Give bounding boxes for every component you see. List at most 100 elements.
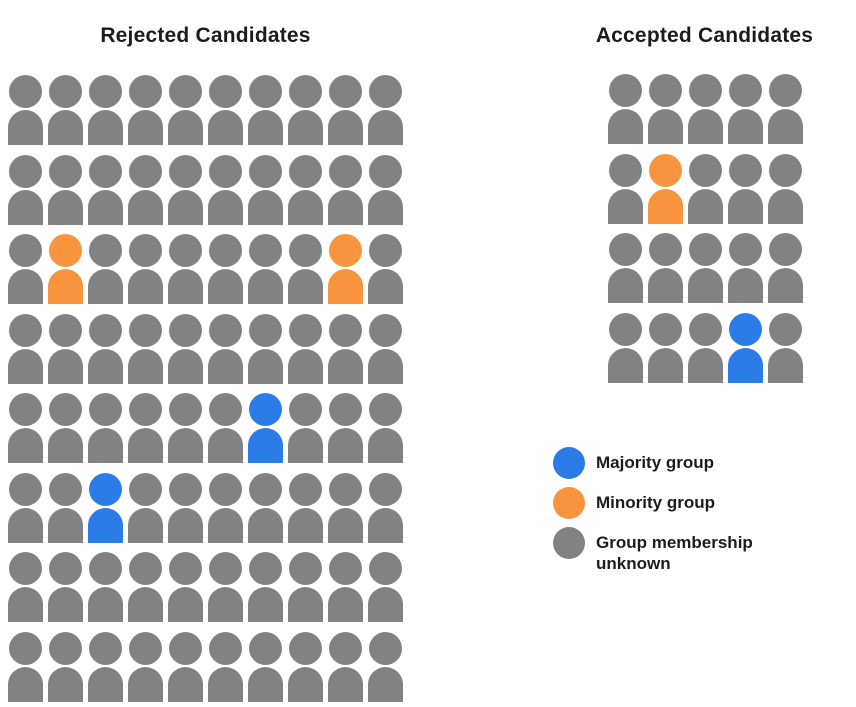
person-icon-rejected-r3c10-unknown bbox=[368, 234, 403, 304]
person-head bbox=[289, 393, 322, 426]
person-torso bbox=[688, 347, 723, 383]
person-head bbox=[209, 472, 242, 506]
person-icon-accepted-r3c5-unknown bbox=[768, 233, 803, 303]
person-icon-accepted-r4c2-unknown bbox=[648, 312, 683, 383]
person-head bbox=[129, 313, 162, 347]
person-torso bbox=[208, 269, 243, 304]
person-head bbox=[609, 233, 642, 266]
person-head bbox=[689, 233, 722, 266]
person-icon-accepted-r2c2-minority bbox=[648, 153, 683, 224]
person-torso bbox=[128, 348, 163, 384]
person-torso bbox=[248, 110, 283, 145]
person-head bbox=[249, 154, 282, 188]
person-head bbox=[209, 552, 242, 585]
person-icon-accepted-r3c2-unknown bbox=[648, 233, 683, 303]
person-head bbox=[49, 313, 82, 347]
person-icon-rejected-r1c3-unknown bbox=[88, 75, 123, 145]
person-icon-rejected-r5c4-unknown bbox=[128, 393, 163, 463]
person-head bbox=[129, 393, 162, 426]
person-icon-rejected-r3c2-minority bbox=[48, 234, 83, 304]
person-icon-rejected-r7c4-unknown bbox=[128, 552, 163, 622]
person-head bbox=[249, 393, 282, 426]
person-head bbox=[329, 313, 362, 347]
person-torso bbox=[368, 587, 403, 622]
person-torso bbox=[768, 188, 803, 224]
person-head bbox=[89, 234, 122, 267]
person-icon-accepted-r1c3-unknown bbox=[688, 74, 723, 144]
person-torso bbox=[88, 269, 123, 304]
person-torso bbox=[288, 189, 323, 225]
person-icon-accepted-r2c4-unknown bbox=[728, 153, 763, 224]
person-torso bbox=[8, 587, 43, 622]
person-icon-rejected-r3c7-unknown bbox=[248, 234, 283, 304]
person-icon-rejected-r5c6-unknown bbox=[208, 393, 243, 463]
person-torso bbox=[248, 428, 283, 463]
person-head bbox=[169, 154, 202, 188]
person-icon-rejected-r2c9-unknown bbox=[328, 154, 363, 225]
person-icon-rejected-r8c5-unknown bbox=[168, 631, 203, 702]
person-icon-rejected-r2c10-unknown bbox=[368, 154, 403, 225]
person-head bbox=[249, 75, 282, 108]
person-head bbox=[89, 631, 122, 665]
person-torso bbox=[168, 269, 203, 304]
person-torso bbox=[368, 348, 403, 384]
person-icon-rejected-r6c3-majority bbox=[88, 472, 123, 543]
person-icon-rejected-r1c9-unknown bbox=[328, 75, 363, 145]
person-torso bbox=[8, 507, 43, 543]
person-icon-rejected-r8c6-unknown bbox=[208, 631, 243, 702]
person-icon-rejected-r3c9-minority bbox=[328, 234, 363, 304]
person-icon-rejected-r1c5-unknown bbox=[168, 75, 203, 145]
person-torso bbox=[328, 428, 363, 463]
person-icon-rejected-r6c10-unknown bbox=[368, 472, 403, 543]
person-icon-accepted-r2c3-unknown bbox=[688, 153, 723, 224]
person-head bbox=[249, 313, 282, 347]
person-torso bbox=[48, 110, 83, 145]
person-icon-rejected-r8c3-unknown bbox=[88, 631, 123, 702]
person-icon-rejected-r7c6-unknown bbox=[208, 552, 243, 622]
person-icon-rejected-r3c4-unknown bbox=[128, 234, 163, 304]
person-torso bbox=[648, 188, 683, 224]
person-icon-rejected-r5c3-unknown bbox=[88, 393, 123, 463]
person-head bbox=[729, 233, 762, 266]
person-icon-rejected-r8c7-unknown bbox=[248, 631, 283, 702]
person-torso bbox=[368, 269, 403, 304]
person-torso bbox=[328, 507, 363, 543]
person-torso bbox=[88, 428, 123, 463]
person-torso bbox=[8, 110, 43, 145]
person-torso bbox=[48, 189, 83, 225]
person-icon-accepted-r3c3-unknown bbox=[688, 233, 723, 303]
person-head bbox=[369, 472, 402, 506]
person-torso bbox=[248, 507, 283, 543]
person-torso bbox=[88, 110, 123, 145]
legend-item-minority: Minority group bbox=[553, 487, 771, 519]
person-icon-rejected-r5c5-unknown bbox=[168, 393, 203, 463]
person-torso bbox=[608, 347, 643, 383]
person-head bbox=[89, 472, 122, 506]
person-head bbox=[369, 393, 402, 426]
accepted-candidates-title: Accepted Candidates bbox=[595, 24, 814, 47]
person-head bbox=[169, 631, 202, 665]
person-head bbox=[209, 313, 242, 347]
person-head bbox=[329, 154, 362, 188]
legend-item-majority: Majority group bbox=[553, 447, 771, 479]
person-torso bbox=[88, 666, 123, 702]
person-icon-rejected-r5c8-unknown bbox=[288, 393, 323, 463]
person-head bbox=[169, 75, 202, 108]
person-head bbox=[289, 472, 322, 506]
legend-label-majority: Majority group bbox=[596, 453, 715, 472]
person-torso bbox=[168, 666, 203, 702]
person-torso bbox=[688, 188, 723, 224]
person-torso bbox=[328, 110, 363, 145]
person-icon-accepted-r1c4-unknown bbox=[728, 74, 763, 144]
person-head bbox=[129, 552, 162, 585]
legend-label-minority: Minority group bbox=[596, 493, 715, 512]
person-torso bbox=[328, 348, 363, 384]
person-head bbox=[729, 74, 762, 107]
person-head bbox=[129, 75, 162, 108]
person-head bbox=[249, 631, 282, 665]
person-torso bbox=[328, 587, 363, 622]
person-head bbox=[609, 312, 642, 346]
person-head bbox=[89, 552, 122, 585]
person-head bbox=[49, 472, 82, 506]
